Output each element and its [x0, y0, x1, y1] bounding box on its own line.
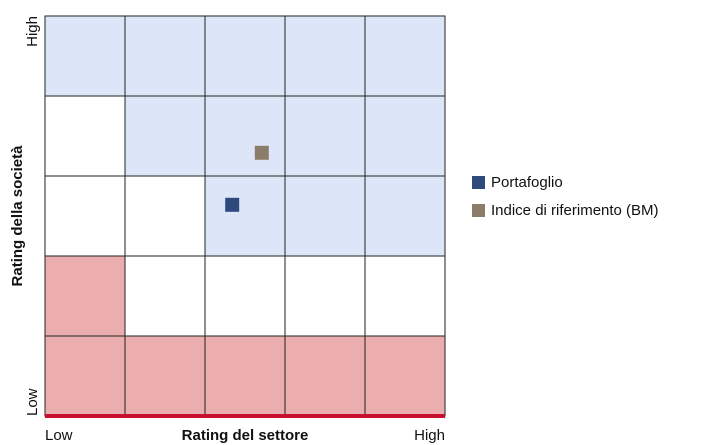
zone-cell	[204, 15, 286, 97]
zone-cell	[124, 335, 206, 417]
zone-cell	[364, 255, 446, 337]
zone-cell	[44, 95, 126, 177]
zone-cell	[284, 255, 366, 337]
zone-cell	[204, 95, 286, 177]
zone-cell	[124, 175, 206, 257]
legend-label: Indice di riferimento (BM)	[491, 202, 659, 219]
x-tick-label: Low	[45, 427, 73, 444]
legend-label: Portafoglio	[491, 174, 563, 191]
point	[254, 145, 269, 160]
legend-swatch	[472, 176, 485, 189]
zone-cell	[364, 335, 446, 417]
zone-cell	[44, 175, 126, 257]
x-axis-label: Rating del settore	[182, 427, 309, 444]
zone-cell	[124, 95, 206, 177]
zone-cell	[284, 335, 366, 417]
zone-cell	[204, 255, 286, 337]
zone-cell	[204, 335, 286, 417]
y-axis-label: Rating della società	[9, 145, 26, 287]
zone-cell	[204, 175, 286, 257]
zone-cell	[124, 15, 206, 97]
zone-cell	[364, 15, 446, 97]
zone-cell	[44, 15, 126, 97]
y-tick-label: High	[24, 16, 41, 47]
zone-cell	[284, 15, 366, 97]
zone-cell	[284, 175, 366, 257]
point	[225, 197, 240, 212]
zone-cell	[44, 255, 126, 337]
zone-cell	[124, 255, 206, 337]
zone-cell	[44, 335, 126, 417]
zone-cell	[364, 95, 446, 177]
zone-cell	[284, 95, 366, 177]
legend-swatch	[472, 204, 485, 217]
x-tick-label: High	[414, 427, 445, 444]
zone-cell	[364, 175, 446, 257]
y-tick-label: Low	[24, 388, 41, 416]
